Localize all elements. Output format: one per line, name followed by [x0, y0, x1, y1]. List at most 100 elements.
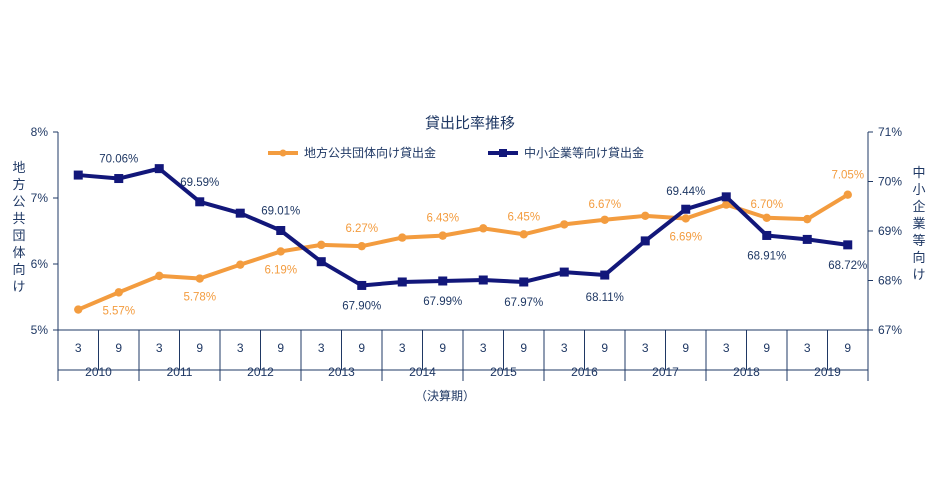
- x-year-label: 2012: [247, 365, 274, 379]
- data-label: 6.19%: [264, 264, 297, 276]
- x-month-label: 3: [561, 341, 568, 355]
- x-month-label: 9: [439, 341, 446, 355]
- x-month-label: 3: [642, 341, 649, 355]
- x-month-label: 3: [237, 341, 244, 355]
- x-month-label: 3: [723, 341, 730, 355]
- data-point: [73, 170, 83, 180]
- data-label: 68.72%: [828, 260, 867, 272]
- data-point: [74, 305, 83, 314]
- data-label: 67.90%: [342, 300, 381, 312]
- data-point: [843, 190, 852, 199]
- data-label: 69.59%: [180, 177, 219, 189]
- legend-item: 地方公共団体向け貸出金: [268, 145, 436, 160]
- data-label: 7.05%: [831, 170, 864, 182]
- x-year-label: 2016: [571, 365, 598, 379]
- data-label: 6.67%: [588, 199, 621, 211]
- x-month-label: 9: [844, 341, 851, 355]
- x-year-label: 2011: [167, 365, 193, 379]
- data-point: [316, 257, 326, 267]
- legend: 地方公共団体向け貸出金 中小企業等向け貸出金: [268, 145, 644, 160]
- data-point: [762, 230, 772, 240]
- y-left-axis-title-char: 公: [12, 195, 25, 210]
- y-right-axis-title-char: 中: [912, 166, 925, 181]
- data-point: [235, 208, 245, 218]
- x-month-label: 3: [318, 341, 325, 355]
- data-point: [357, 280, 367, 290]
- y-right-tick-label: 67%: [878, 323, 902, 337]
- series-line: [78, 166, 849, 288]
- series-local-government: 5.57% 5.78% 6.19% 6.27% 6.43% 6.45% 6.67% 6.69%…: [74, 170, 864, 317]
- x-year-label: 2019: [814, 365, 841, 379]
- x-month-label: 9: [115, 341, 122, 355]
- data-point: [802, 234, 812, 244]
- y-axis-right: 71% 70% 69% 68% 67%: [868, 125, 902, 337]
- y-left-axis-title-char: け: [12, 280, 25, 295]
- data-label: 6.27%: [345, 223, 378, 235]
- x-month-label: 3: [156, 341, 163, 355]
- y-right-tick-label: 70%: [878, 175, 902, 189]
- data-label: 5.78%: [183, 292, 216, 304]
- y-right-axis-title-char: 企: [912, 199, 925, 215]
- legend-marker: [279, 149, 287, 157]
- x-month-label: 9: [763, 341, 770, 355]
- x-month-label: 3: [399, 341, 406, 355]
- x-month-label: 9: [601, 341, 608, 355]
- data-label: 69.01%: [261, 206, 300, 218]
- data-point: [600, 215, 609, 224]
- data-point: [519, 277, 529, 287]
- legend-marker: [499, 149, 507, 157]
- y-left-axis-title-char: 共: [12, 212, 25, 227]
- data-point: [478, 275, 488, 285]
- y-left-axis-title-char: 地: [12, 161, 25, 176]
- data-point: [681, 214, 690, 223]
- legend-label: 中小企業等向け貸出金: [524, 145, 644, 160]
- data-point: [357, 241, 366, 251]
- data-point: [640, 236, 650, 246]
- data-point: [236, 260, 245, 269]
- x-year-label: 2014: [409, 365, 436, 379]
- data-label: 67.99%: [423, 296, 462, 308]
- y-right-axis-title-char: 等: [912, 233, 925, 249]
- series-sme: 70.06% 69.59% 69.01% 67.90% 67.99% 67.97% 68.1…: [73, 154, 867, 312]
- x-year-label: 2017: [652, 365, 679, 379]
- data-label: 70.06%: [99, 154, 138, 166]
- data-point: [681, 204, 691, 214]
- x-year-label: 2010: [85, 365, 112, 379]
- data-point: [843, 240, 853, 250]
- data-point: [600, 270, 610, 280]
- data-point: [438, 231, 447, 240]
- data-point: [398, 233, 407, 242]
- legend-label: 地方公共団体向け貸出金: [304, 145, 436, 160]
- data-point: [762, 213, 771, 222]
- y-right-axis-title-char: 向: [912, 250, 925, 266]
- series-line: [77, 192, 849, 312]
- y-right-tick-label: 71%: [878, 125, 902, 139]
- data-point: [559, 267, 569, 277]
- data-point: [803, 214, 812, 224]
- data-label: 68.91%: [747, 250, 786, 262]
- y-right-tick-label: 68%: [878, 274, 902, 288]
- data-point: [155, 271, 164, 281]
- y-axis-left: 8% 7% 6% 5%: [31, 125, 58, 337]
- data-label: 5.57%: [102, 305, 135, 317]
- y-right-axis-title-char: 小: [912, 183, 925, 198]
- data-point: [438, 276, 448, 286]
- x-year-label: 2018: [733, 365, 760, 379]
- x-month-label: 3: [804, 341, 811, 355]
- data-point: [479, 224, 488, 233]
- data-label: 6.43%: [426, 213, 459, 225]
- y-left-axis-title-char: 向: [12, 262, 25, 278]
- data-point: [276, 247, 285, 256]
- y-left-axis-title: 地方公共団体向け: [12, 161, 25, 295]
- y-left-tick-label: 8%: [31, 125, 49, 139]
- data-point: [114, 288, 123, 297]
- data-point: [519, 230, 528, 239]
- chart-title: 貸出比率推移: [425, 114, 515, 132]
- x-month-label: 9: [520, 341, 527, 355]
- data-point: [276, 226, 286, 236]
- data-label: 68.11%: [586, 292, 624, 304]
- x-month-label: 9: [682, 341, 689, 355]
- data-point: [114, 174, 124, 184]
